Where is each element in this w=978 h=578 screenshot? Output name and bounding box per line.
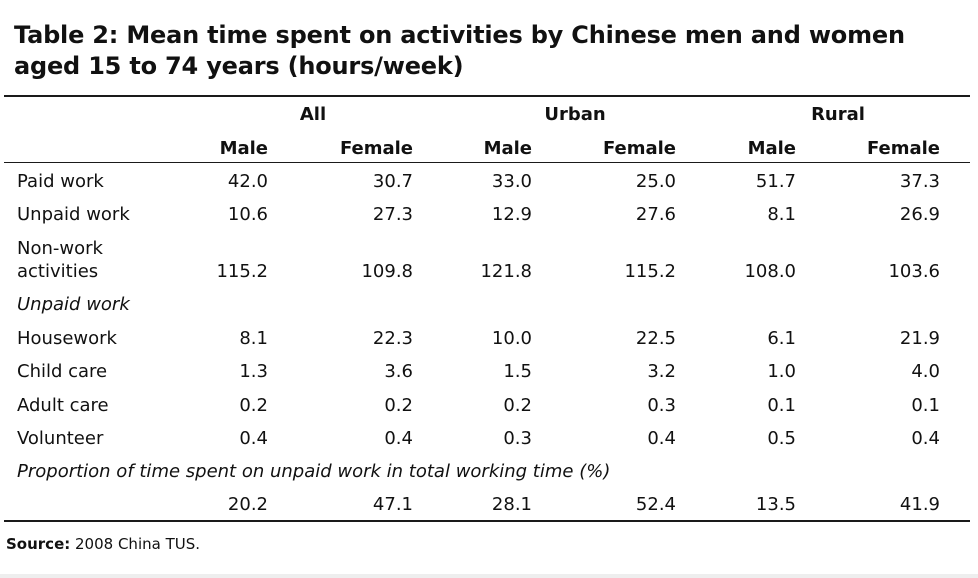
row-value: 121.8	[480, 261, 532, 282]
unpaid-row-value: 0.4	[239, 428, 268, 449]
row-value: 27.3	[372, 204, 413, 225]
section-heading: Proportion of time spent on unpaid work …	[17, 461, 611, 482]
row-value: 103.6	[888, 261, 940, 282]
column-header: Male	[219, 138, 268, 159]
row-value: 10.6	[227, 204, 268, 225]
unpaid-row-value: 22.5	[635, 328, 676, 349]
proportion-row-value: 28.1	[491, 494, 532, 515]
row-label: Non-work	[17, 238, 103, 259]
proportion-row-value: 41.9	[899, 494, 940, 515]
row-value: 25.0	[635, 171, 676, 192]
row-label: Volunteer	[17, 428, 104, 449]
row-label: activities	[17, 261, 99, 282]
unpaid-row-value: 0.1	[911, 395, 940, 416]
row-label: Housework	[17, 328, 117, 349]
unpaid-row-value: 0.4	[384, 428, 413, 449]
row-value: 37.3	[899, 171, 940, 192]
row-value: 115.2	[624, 261, 676, 282]
column-header: Female	[866, 138, 940, 159]
unpaid-row-value: 10.0	[491, 328, 532, 349]
row-label: Unpaid work	[17, 204, 130, 225]
source-label: Source:	[6, 535, 71, 553]
unpaid-row-value: 1.0	[767, 361, 796, 382]
row-value: 42.0	[227, 171, 268, 192]
unpaid-row-value: 0.3	[647, 395, 676, 416]
column-header: Male	[747, 138, 796, 159]
unpaid-row-value: 0.3	[503, 428, 532, 449]
top-rule	[4, 95, 970, 97]
unpaid-row-value: 3.2	[647, 361, 676, 382]
proportion-row-value: 20.2	[227, 494, 268, 515]
unpaid-row-value: 0.2	[503, 395, 532, 416]
unpaid-row-value: 3.6	[384, 361, 413, 382]
table-title: Table 2: Mean time spent on activities b…	[14, 21, 905, 80]
group-header: Rural	[811, 104, 865, 125]
row-value: 26.9	[899, 204, 940, 225]
proportion-row-value: 47.1	[372, 494, 413, 515]
source-note: Source: 2008 China TUS.	[6, 534, 200, 554]
bottom-band	[0, 574, 978, 578]
proportion-row-value: 13.5	[755, 494, 796, 515]
unpaid-row-value: 4.0	[911, 361, 940, 382]
unpaid-row-value: 0.2	[239, 395, 268, 416]
column-header: Female	[602, 138, 676, 159]
row-value: 109.8	[361, 261, 413, 282]
unpaid-row-value: 6.1	[767, 328, 796, 349]
row-value: 8.1	[767, 204, 796, 225]
group-header: Urban	[544, 104, 606, 125]
unpaid-row-value: 0.4	[647, 428, 676, 449]
bottom-rule	[4, 520, 970, 522]
unpaid-row-value: 0.2	[384, 395, 413, 416]
section-heading: Unpaid work	[17, 294, 130, 315]
column-header: Female	[339, 138, 413, 159]
row-label: Paid work	[17, 171, 104, 192]
row-value: 33.0	[491, 171, 532, 192]
unpaid-row-value: 8.1	[239, 328, 268, 349]
row-value: 27.6	[635, 204, 676, 225]
row-value: 51.7	[755, 171, 796, 192]
row-value: 115.2	[216, 261, 268, 282]
unpaid-row-value: 0.5	[767, 428, 796, 449]
unpaid-row-value: 0.4	[911, 428, 940, 449]
group-header: All	[299, 104, 327, 125]
unpaid-row-value: 21.9	[899, 328, 940, 349]
source-text: 2008 China TUS.	[70, 535, 201, 553]
row-value: 108.0	[744, 261, 796, 282]
proportion-row-value: 52.4	[635, 494, 676, 515]
row-value: 12.9	[491, 204, 532, 225]
unpaid-row-value: 0.1	[767, 395, 796, 416]
unpaid-row-value: 1.3	[239, 361, 268, 382]
row-value: 30.7	[372, 171, 413, 192]
unpaid-row-value: 22.3	[372, 328, 413, 349]
unpaid-row-value: 1.5	[503, 361, 532, 382]
row-label: Child care	[17, 361, 108, 382]
row-label: Adult care	[17, 395, 109, 416]
column-header: Male	[483, 138, 532, 159]
header-rule	[4, 162, 970, 163]
